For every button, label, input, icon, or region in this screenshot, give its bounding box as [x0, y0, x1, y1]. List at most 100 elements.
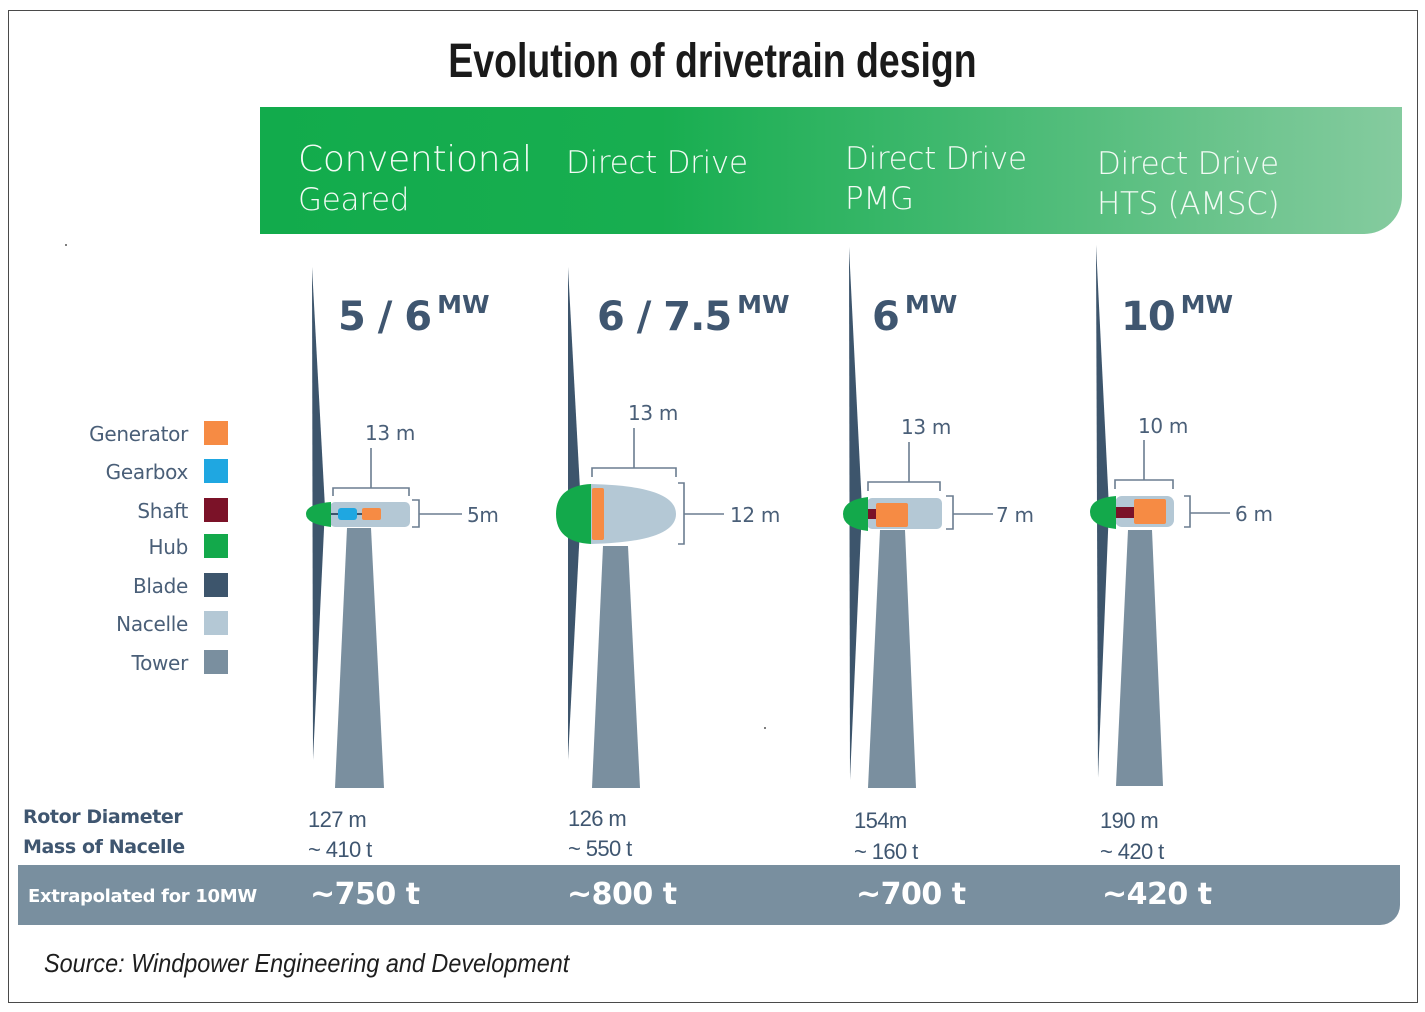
figure-frame: [8, 10, 1418, 1003]
category-direct-drive-pmg: Direct Drive PMG: [845, 139, 1027, 219]
legend-label: Generator: [89, 422, 188, 446]
length-bracket: [332, 448, 410, 496]
hub: [306, 502, 331, 527]
legend-label: Shaft: [137, 499, 188, 523]
height-label-turbine-3: 7 m: [996, 503, 1034, 527]
figure-title: Evolution of drivetrain design: [448, 35, 977, 88]
category-line1: Conventional: [298, 139, 532, 180]
rating-unit: MW: [1180, 290, 1234, 319]
stray-dot: [65, 244, 67, 246]
rating-unit: MW: [437, 290, 490, 319]
legend-item-tower: Tower: [40, 650, 230, 676]
row-label-rotor-diameter: Rotor Diameter: [23, 806, 183, 828]
rating-value: 5 / 6: [338, 294, 432, 340]
legend-label: Nacelle: [116, 612, 188, 636]
height-label-turbine-4: 6 m: [1235, 502, 1273, 526]
length-label-turbine-3: 13 m: [901, 415, 952, 439]
tower: [1116, 530, 1163, 786]
legend-item-generator: Generator: [40, 421, 230, 447]
extrapolated-bar: [18, 865, 1400, 925]
category-direct-drive-hts: Direct Drive HTS (AMSC): [1097, 144, 1280, 224]
hub: [556, 484, 591, 544]
legend-swatch-hub: [204, 534, 228, 558]
height-label-turbine-2: 12 m: [730, 503, 781, 527]
legend-swatch-shaft: [204, 498, 228, 522]
category-line1: Direct Drive: [1097, 146, 1279, 182]
legend-swatch-nacelle: [204, 611, 228, 635]
legend-item-hub: Hub: [40, 534, 230, 560]
hub: [1090, 496, 1116, 529]
rating-turbine-3: 6 MW: [872, 290, 957, 340]
height-label-turbine-1: 5m: [467, 503, 499, 527]
extrapolated-turbine-3: ~700 t: [856, 877, 966, 912]
tower: [335, 528, 384, 788]
extrapolated-turbine-4: ~420 t: [1102, 877, 1212, 912]
generator: [1134, 499, 1166, 524]
rating-turbine-1: 5 / 6 MW: [338, 290, 490, 340]
extrapolated-turbine-2: ~800 t: [567, 877, 677, 912]
row-label-mass-of-nacelle: Mass of Nacelle: [23, 836, 185, 858]
length-label-turbine-1: 13 m: [365, 421, 416, 445]
length-label-turbine-2: 13 m: [628, 401, 679, 425]
legend-item-blade: Blade: [40, 573, 230, 599]
category-line2: Geared: [298, 182, 410, 218]
rotor-diameter-turbine-4: 190 m: [1100, 808, 1159, 833]
generator: [592, 488, 604, 540]
legend-swatch-gearbox: [204, 459, 228, 483]
rating-unit: MW: [737, 290, 790, 319]
rating-unit: MW: [904, 290, 958, 319]
mass-turbine-1: ~ 410 t: [308, 837, 372, 862]
legend-label: Gearbox: [105, 460, 189, 484]
generator: [876, 503, 908, 527]
height-bracket: [678, 482, 724, 545]
extrapolated-turbine-1: ~750 t: [310, 877, 420, 912]
turbine-direct-drive-pmg: [843, 247, 993, 788]
turbine-direct-drive: [556, 267, 724, 788]
rating-value: 10: [1121, 294, 1176, 340]
extrapolated-label: Extrapolated for 10MW: [28, 886, 257, 907]
stray-dot: [764, 727, 766, 729]
source-caption: Source: Windpower Engineering and Develo…: [44, 948, 570, 978]
legend-label: Hub: [148, 535, 188, 559]
legend-item-shaft: Shaft: [40, 498, 230, 524]
rotor-diameter-turbine-3: 154m: [854, 808, 907, 833]
shaft: [1115, 507, 1135, 518]
category-line2: PMG: [845, 181, 914, 217]
height-bracket: [412, 499, 462, 528]
category-line1: Direct Drive: [845, 141, 1027, 177]
mass-turbine-4: ~ 420 t: [1100, 839, 1164, 864]
height-bracket: [946, 495, 993, 530]
legend-label: Tower: [131, 651, 189, 675]
length-bracket: [867, 442, 941, 491]
legend-swatch-generator: [204, 421, 228, 445]
length-bracket: [1114, 440, 1174, 489]
nacelle: [591, 484, 676, 544]
rating-turbine-2: 6 / 7.5 MW: [597, 290, 790, 340]
rotor-diameter-turbine-1: 127 m: [308, 807, 367, 832]
legend-swatch-blade: [204, 573, 228, 597]
gearbox: [338, 508, 357, 520]
category-line1: Direct Drive: [566, 145, 748, 181]
legend-item-gearbox: Gearbox: [40, 459, 230, 485]
legend-item-nacelle: Nacelle: [40, 611, 230, 637]
length-bracket: [591, 428, 677, 477]
mass-turbine-3: ~ 160 t: [854, 839, 918, 864]
rating-value: 6 / 7.5: [597, 294, 732, 340]
length-label-turbine-4: 10 m: [1138, 414, 1189, 438]
shaft: [867, 509, 877, 519]
rating-value: 6: [872, 294, 900, 340]
turbine-direct-drive-hts: [1090, 245, 1230, 786]
category-line2: HTS (AMSC): [1097, 186, 1280, 222]
tower: [592, 546, 640, 788]
category-direct-drive: Direct Drive: [566, 143, 748, 183]
height-bracket: [1184, 495, 1230, 528]
rotor-diameter-turbine-2: 126 m: [568, 806, 627, 831]
mass-turbine-2: ~ 550 t: [568, 836, 632, 861]
legend-label: Blade: [132, 574, 188, 598]
turbine-conventional-geared: [306, 267, 462, 788]
category-conventional-geared: Conventional Geared: [298, 140, 532, 220]
category-banner: [260, 107, 1402, 234]
legend-swatch-tower: [204, 650, 228, 674]
tower: [868, 530, 916, 788]
